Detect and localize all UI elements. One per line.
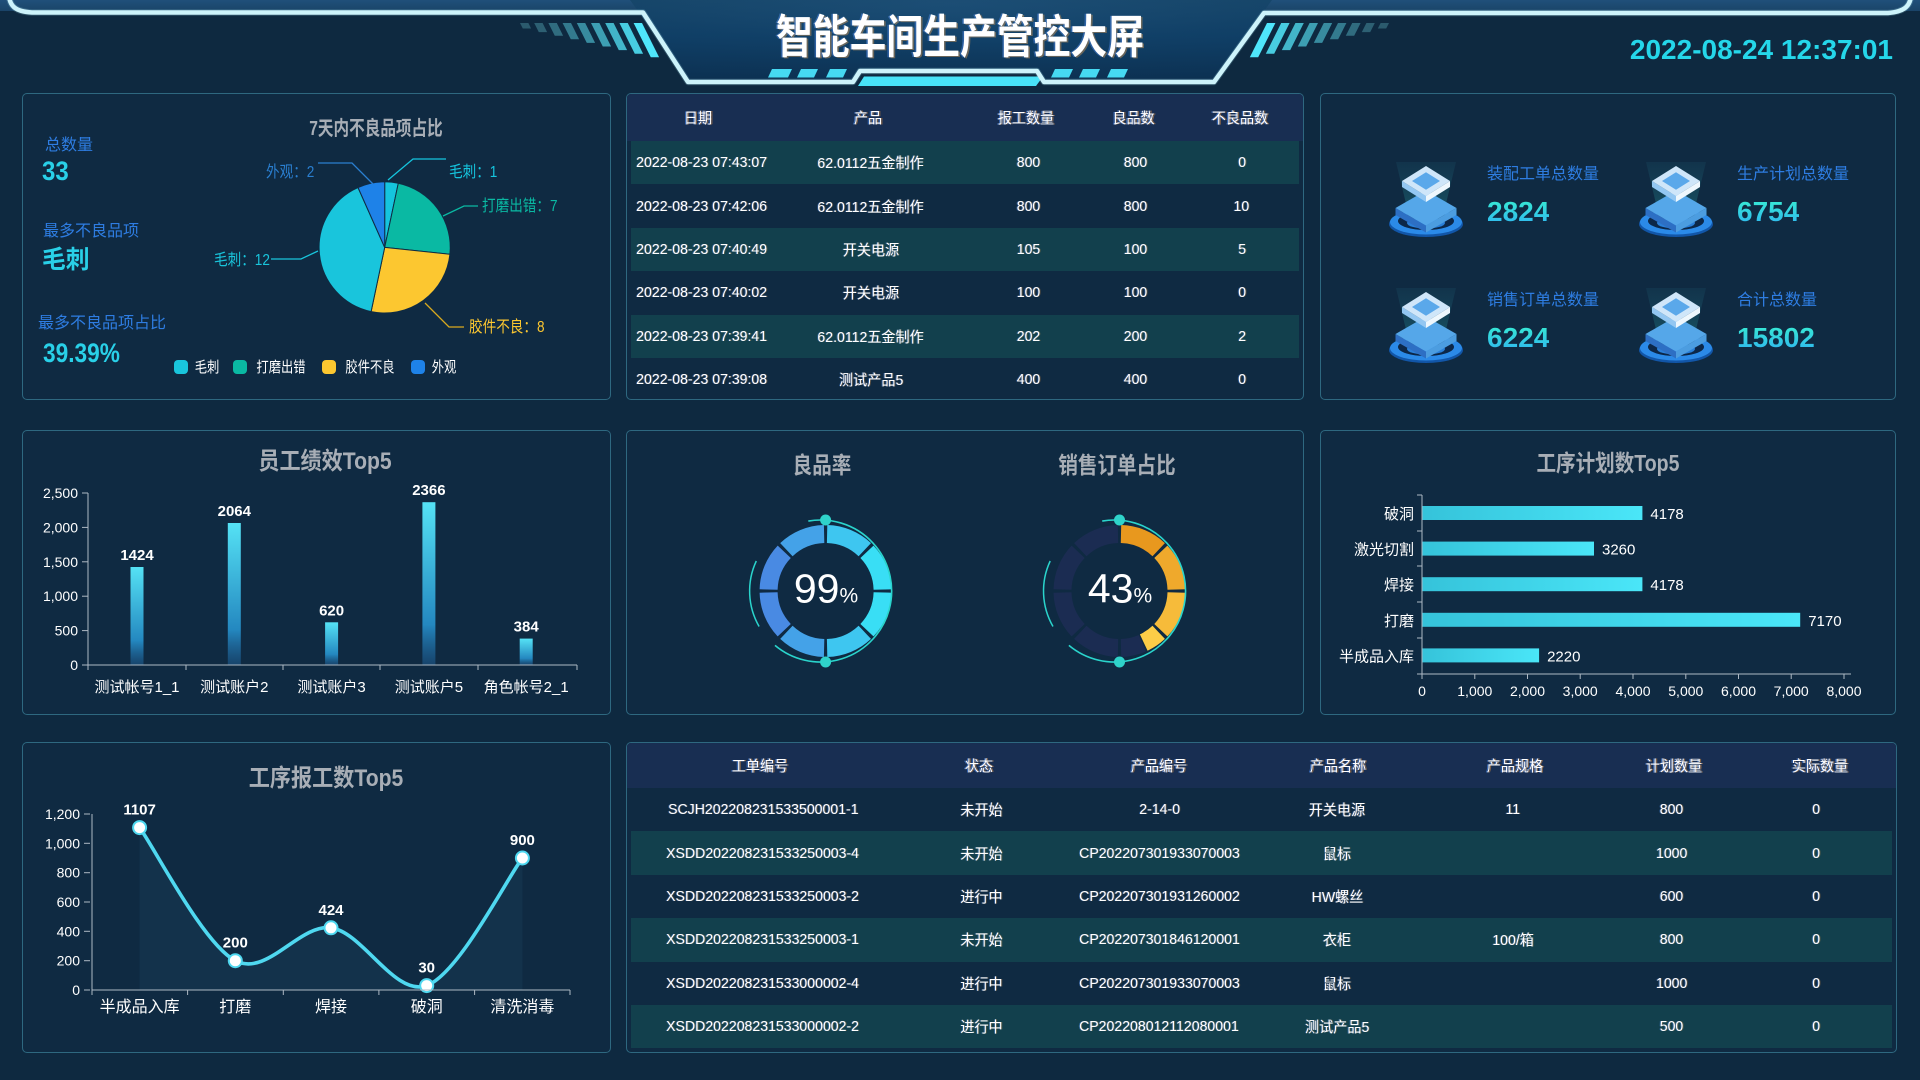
svg-text:焊接: 焊接 xyxy=(315,998,347,1016)
svg-text:测试账户3: 测试账户3 xyxy=(297,679,365,696)
svg-text:900: 900 xyxy=(510,832,535,849)
svg-text:200: 200 xyxy=(57,953,81,969)
svg-text:500: 500 xyxy=(55,623,79,639)
svg-text:1,000: 1,000 xyxy=(1457,683,1492,699)
svg-text:600: 600 xyxy=(57,894,81,910)
svg-text:620: 620 xyxy=(319,602,344,619)
svg-text:1,000: 1,000 xyxy=(43,588,78,604)
svg-text:4178: 4178 xyxy=(1650,577,1683,594)
svg-text:384: 384 xyxy=(514,619,540,636)
svg-text:7170: 7170 xyxy=(1808,613,1841,630)
svg-text:角色帐号2_1: 角色帐号2_1 xyxy=(484,679,569,696)
svg-text:400: 400 xyxy=(57,923,81,939)
svg-text:测试账户2: 测试账户2 xyxy=(200,679,268,696)
svg-text:打磨: 打磨 xyxy=(219,998,251,1016)
svg-text:0: 0 xyxy=(70,657,78,673)
svg-text:破洞: 破洞 xyxy=(1384,506,1414,523)
svg-text:4178: 4178 xyxy=(1650,506,1683,523)
svg-text:424: 424 xyxy=(318,902,344,919)
svg-text:测试账户5: 测试账户5 xyxy=(395,679,463,696)
svg-text:2,500: 2,500 xyxy=(43,485,78,501)
svg-text:6,000: 6,000 xyxy=(1721,683,1756,699)
svg-text:1107: 1107 xyxy=(123,802,156,819)
svg-text:3,000: 3,000 xyxy=(1563,683,1598,699)
svg-text:半成品入库: 半成品入库 xyxy=(100,998,180,1016)
svg-text:0: 0 xyxy=(1418,683,1426,699)
svg-text:30: 30 xyxy=(418,960,435,977)
svg-text:焊接: 焊接 xyxy=(1384,577,1414,594)
svg-text:破洞: 破洞 xyxy=(411,998,443,1016)
svg-text:1,200: 1,200 xyxy=(45,806,80,822)
svg-text:5,000: 5,000 xyxy=(1668,683,1703,699)
svg-text:200: 200 xyxy=(223,935,248,952)
svg-text:2064: 2064 xyxy=(218,503,252,520)
svg-text:3260: 3260 xyxy=(1602,542,1635,559)
svg-text:半成品入库: 半成品入库 xyxy=(1339,648,1414,665)
svg-text:打磨: 打磨 xyxy=(1384,613,1414,630)
svg-text:2220: 2220 xyxy=(1547,648,1580,665)
svg-text:4,000: 4,000 xyxy=(1615,683,1650,699)
svg-text:1424: 1424 xyxy=(120,547,154,564)
svg-text:7,000: 7,000 xyxy=(1774,683,1809,699)
svg-text:1,500: 1,500 xyxy=(43,554,78,570)
svg-text:2,000: 2,000 xyxy=(1510,683,1545,699)
svg-text:800: 800 xyxy=(57,865,81,881)
svg-text:清洗消毒: 清洗消毒 xyxy=(490,998,554,1016)
svg-text:测试帐号1_1: 测试帐号1_1 xyxy=(94,679,179,696)
svg-text:0: 0 xyxy=(72,982,80,998)
svg-text:2,000: 2,000 xyxy=(43,519,78,535)
svg-text:激光切割: 激光切割 xyxy=(1354,542,1414,559)
svg-text:2366: 2366 xyxy=(412,482,445,499)
svg-text:8,000: 8,000 xyxy=(1826,683,1861,699)
svg-text:1,000: 1,000 xyxy=(45,835,80,851)
